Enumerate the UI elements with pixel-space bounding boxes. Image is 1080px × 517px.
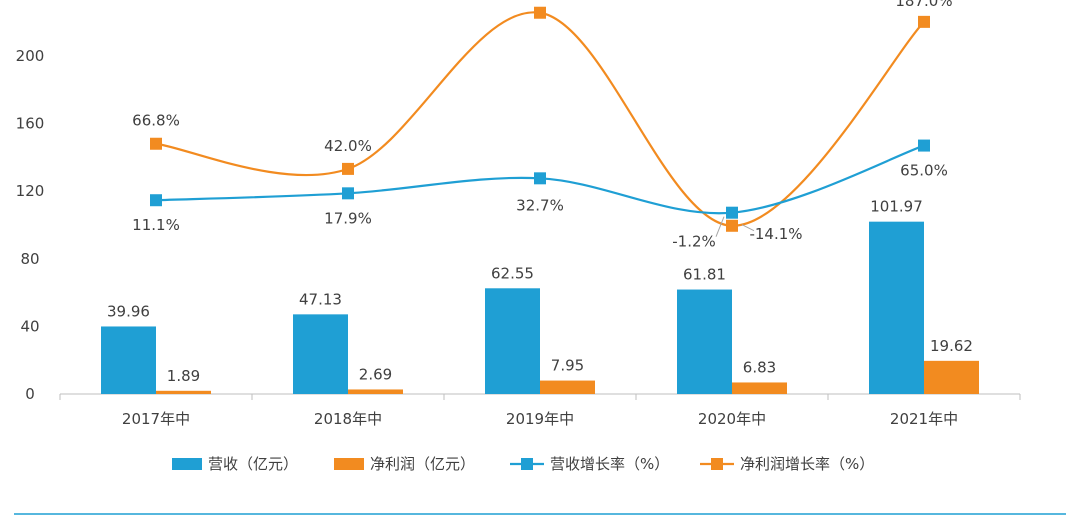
legend-revenue-growth: 营收增长率（%） xyxy=(510,455,669,473)
net-profit-bar-label: 7.95 xyxy=(551,357,584,375)
net-profit-growth-marker xyxy=(918,15,930,28)
net-profit-growth-marker xyxy=(150,137,162,150)
net-profit-growth-label: 187.0% xyxy=(895,0,952,10)
net-profit-growth-line xyxy=(155,11,925,227)
x-tick-label: 2017年中 xyxy=(122,410,190,428)
x-tick-label: 2021年中 xyxy=(890,410,958,428)
net-profit-growth-marker xyxy=(534,6,546,19)
revenue-bar-label: 62.55 xyxy=(491,264,534,282)
net-profit-bar xyxy=(924,360,979,394)
net-profit-bar-label: 1.89 xyxy=(167,367,200,385)
revenue-bar-label: 47.13 xyxy=(299,290,342,308)
net-profit-bar-label: 6.83 xyxy=(743,358,776,376)
legend-marker xyxy=(711,458,723,470)
data-labels: 39.96 47.13 62.55 61.81 101.97 1.89 2.69 7.95 6.… xyxy=(107,0,973,385)
net-profit-growth-label: 42.0% xyxy=(324,137,372,155)
revenue-growth-label: 32.7% xyxy=(516,196,564,214)
lines xyxy=(150,6,930,232)
revenue-bar xyxy=(869,221,924,394)
net-profit-bar xyxy=(156,390,211,394)
revenue-growth-marker xyxy=(726,206,738,219)
legend: 营收（亿元） 净利润（亿元） 营收增长率（%） 净利润增长率（%） xyxy=(172,455,874,473)
revenue-growth-label: 17.9% xyxy=(324,209,372,227)
net-profit-bar xyxy=(348,389,403,394)
y-tick-label: 0 xyxy=(25,385,35,403)
revenue-bar-label: 61.81 xyxy=(683,266,726,284)
bars xyxy=(101,221,979,394)
leader-line xyxy=(741,224,755,232)
revenue-bar xyxy=(293,314,348,394)
revenue-bar-label: 101.97 xyxy=(870,198,923,216)
y-tick-label: 200 xyxy=(16,47,45,65)
legend-swatch xyxy=(334,458,364,470)
y-tick-label: 80 xyxy=(20,250,39,268)
legend-net-profit: 净利润（亿元） xyxy=(334,455,475,473)
revenue-growth-label: -1.2% xyxy=(672,233,716,251)
revenue-growth-marker xyxy=(534,172,546,185)
x-tick-label: 2018年中 xyxy=(314,410,382,428)
y-tick-label: 120 xyxy=(16,182,45,200)
legend-revenue: 营收（亿元） xyxy=(172,455,298,473)
legend-label: 营收（亿元） xyxy=(208,455,298,473)
net-profit-bar-label: 19.62 xyxy=(930,337,973,355)
legend-label: 营收增长率（%） xyxy=(550,455,669,473)
net-profit-bar xyxy=(732,382,787,394)
revenue-growth-marker xyxy=(918,139,930,152)
net-profit-growth-label: 196.0% xyxy=(511,0,568,1)
net-profit-bar xyxy=(540,380,595,394)
net-profit-growth-label: -14.1% xyxy=(749,225,802,243)
revenue-growth-label: 65.0% xyxy=(900,162,948,180)
net-profit-growth-marker xyxy=(726,219,738,232)
net-profit-growth-label: 66.8% xyxy=(132,112,180,130)
legend-label: 净利润增长率（%） xyxy=(740,455,874,473)
revenue-bar xyxy=(485,288,540,394)
x-tick-label: 2019年中 xyxy=(506,410,574,428)
net-profit-growth-marker xyxy=(342,162,354,175)
revenue-bar xyxy=(101,326,156,394)
legend-label: 净利润（亿元） xyxy=(370,455,475,473)
y-tick-label: 160 xyxy=(16,115,45,133)
y-tick-label: 40 xyxy=(20,317,39,335)
revenue-growth-marker xyxy=(150,194,162,207)
legend-swatch xyxy=(172,458,202,470)
net-profit-bar-label: 2.69 xyxy=(359,365,392,383)
revenue-bar-label: 39.96 xyxy=(107,302,150,320)
revenue-bar xyxy=(677,289,732,394)
legend-net-profit-growth: 净利润增长率（%） xyxy=(700,455,874,473)
revenue-growth-label: 11.1% xyxy=(132,216,180,234)
legend-marker xyxy=(521,458,533,470)
leader-line xyxy=(715,216,725,237)
x-tick-label: 2020年中 xyxy=(698,410,766,428)
revenue-growth-marker xyxy=(342,187,354,200)
axes: 2017年中 2018年中 2019年中 2020年中 2021年中 0 40 80 120 16… xyxy=(16,47,1021,428)
